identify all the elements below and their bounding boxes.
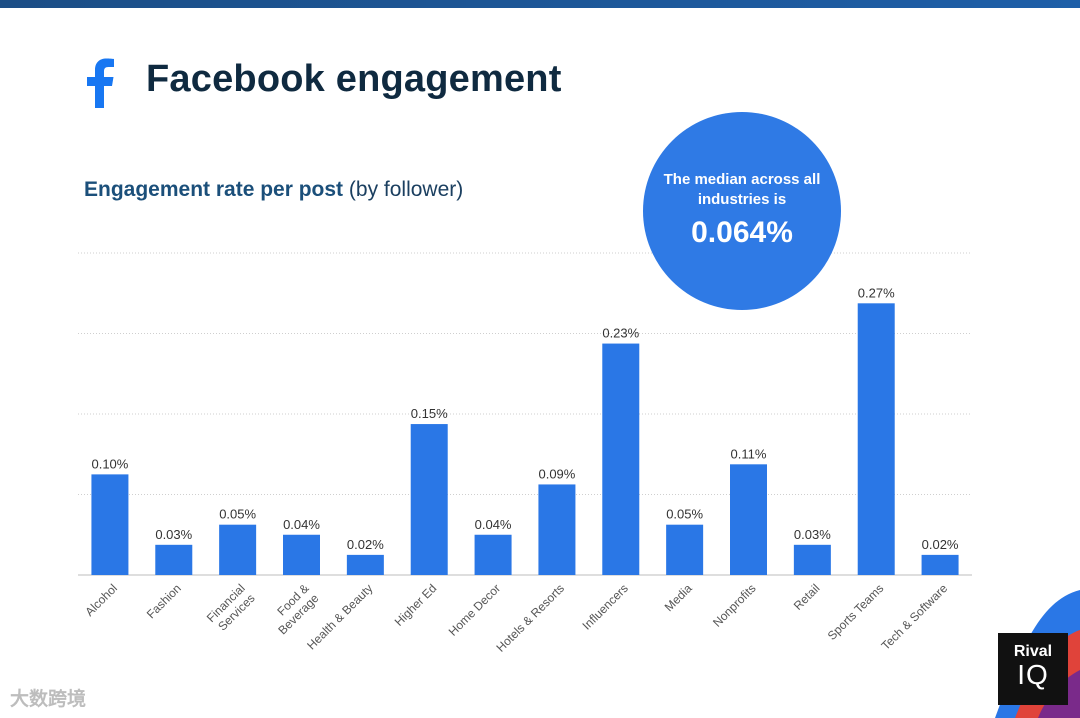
bar-1 [155,544,193,575]
bar-9 [666,524,704,575]
top-accent-bar [0,0,1080,8]
category-tick-label: Food &Beverage [265,581,321,637]
bar-value-label: 0.02% [347,537,384,552]
bar-value-label: 0.05% [219,507,256,522]
bar-5 [410,424,448,575]
category-tick-label: Retail [791,581,823,613]
bar-value-label: 0.04% [475,517,512,532]
bar-6 [474,534,512,575]
category-tick-label: Sports Teams [825,581,887,643]
bar-value-label: 0.15% [411,406,448,421]
bar-12 [857,303,895,575]
category-tick-label: Influencers [579,581,630,632]
category-tick-label: FinancialServices [204,581,258,635]
bar-0 [91,474,129,575]
bar-2 [219,524,257,575]
category-tick-label: Fashion [144,581,184,621]
bar-10 [730,464,767,575]
bar-value-label: 0.23% [602,326,639,341]
bar-value-label: 0.10% [91,456,128,471]
category-tick-label: Higher Ed [392,581,440,629]
median-label: The median across all industries is [663,171,821,208]
bar-value-label: 0.04% [283,517,320,532]
category-tick-label: Alcohol [82,581,120,619]
bar-value-label: 0.05% [666,507,703,522]
bar-value-label: 0.11% [731,446,767,461]
bar-value-label: 0.03% [155,527,192,542]
bar-value-label: 0.03% [794,527,831,542]
chart-subtitle-qualifier: (by follower) [343,178,464,201]
facebook-icon [87,58,114,108]
bar-8 [602,343,640,575]
page-title: Facebook engagement [146,58,562,100]
category-tick-label: Media [662,581,695,614]
logo-line-2: IQ [1017,659,1049,690]
category-tick-label: Health & Beauty [304,581,375,652]
rival-iq-logo: Rival IQ [998,633,1068,705]
bar-11 [793,544,831,575]
chart-subtitle: Engagement rate per post (by follower) [84,178,463,202]
logo-line-1: Rival [1013,643,1053,660]
bar-value-label: 0.02% [922,537,959,552]
bar-value-label: 0.27% [858,285,895,300]
category-tick-label: Home Decor [446,581,504,639]
chart-subtitle-main: Engagement rate per post [84,178,344,201]
category-tick-label: Nonprofits [710,581,759,630]
median-callout: The median across all industries is 0.06… [643,112,841,310]
median-value: 0.064% [691,216,793,249]
category-tick-label: Hotels & Resorts [493,581,567,655]
watermark: 大数跨境 [10,689,87,710]
bar-7 [538,484,576,575]
bar-13 [921,554,959,575]
bar-3 [283,534,320,575]
bar-value-label: 0.09% [538,466,575,481]
bar-4 [346,554,384,575]
